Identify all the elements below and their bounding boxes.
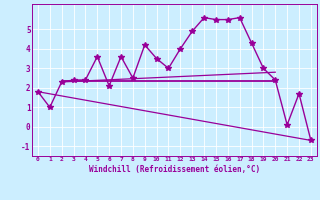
X-axis label: Windchill (Refroidissement éolien,°C): Windchill (Refroidissement éolien,°C) — [89, 165, 260, 174]
